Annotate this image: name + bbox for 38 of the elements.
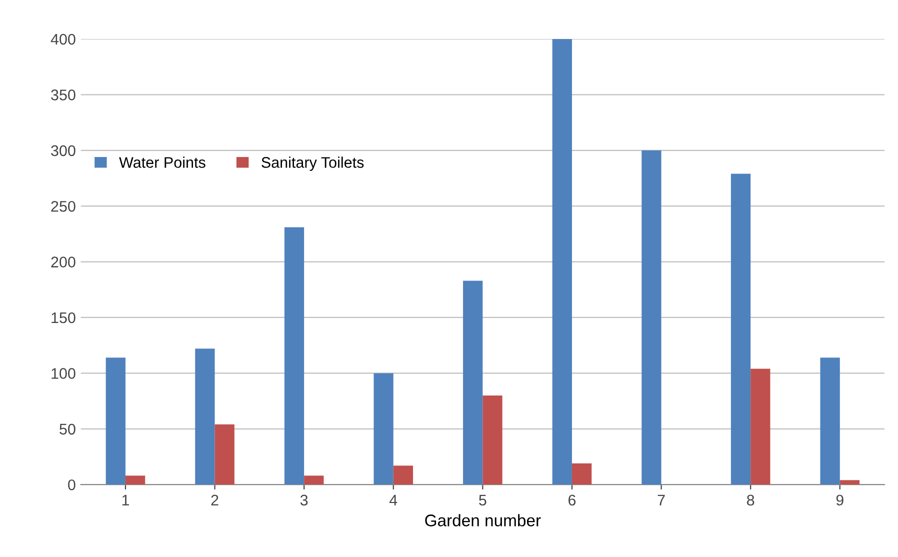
bar: [730, 174, 751, 485]
y-tick-label: 50: [60, 424, 76, 435]
legend-label: Water Points: [119, 156, 206, 168]
bar: [572, 463, 592, 485]
x-tick-label: 6: [568, 494, 576, 506]
bar: [552, 38, 572, 485]
x-tick-label: 9: [836, 494, 844, 506]
y-tick-label: 250: [51, 200, 76, 212]
y-tick-label: 150: [52, 312, 76, 324]
bar: [374, 373, 394, 485]
bar: [642, 150, 662, 485]
x-tick-label: 5: [479, 494, 486, 506]
bar: [482, 395, 502, 485]
x-tick-label: 2: [211, 494, 218, 506]
bar: [820, 358, 840, 485]
bar: [125, 476, 146, 485]
bar: [284, 227, 304, 485]
y-tick-label: 0: [68, 479, 76, 490]
bar: [750, 368, 770, 485]
bar: [195, 348, 215, 485]
x-tick-label: 7: [658, 494, 665, 506]
y-tick-label: 200: [51, 256, 76, 268]
bar: [840, 480, 860, 485]
bar: [463, 280, 483, 485]
x-tick-label: 4: [389, 494, 398, 506]
x-tick-label: 3: [300, 494, 308, 506]
legend-label: Sanitary Toilets: [262, 156, 364, 171]
y-tick-label: 300: [51, 145, 76, 156]
x-tick-label: 1: [122, 494, 129, 506]
y-tick-label: 350: [51, 90, 76, 100]
bar: [393, 466, 414, 485]
bar: [214, 424, 234, 485]
y-tick-label: 100: [52, 368, 76, 379]
bar: [106, 358, 126, 485]
bar: [304, 476, 324, 485]
x-tick-label: 8: [746, 494, 754, 506]
y-tick-label: 400: [50, 34, 76, 45]
x-axis-title: Garden number: [425, 514, 541, 526]
